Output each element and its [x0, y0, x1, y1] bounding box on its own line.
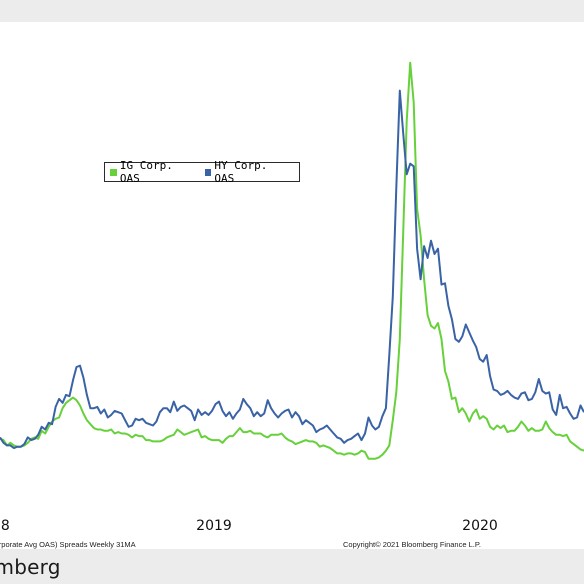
legend-label-ig: IG Corp. OAS	[119, 159, 173, 185]
legend-swatch-hy	[204, 168, 212, 176]
chart-legend: IG Corp. OAS HY Corp. OAS	[104, 159, 300, 185]
series-line-hy	[0, 89, 584, 450]
source-note: (Bloomberg Barclays US Agg Corporate Avg…	[0, 540, 136, 549]
x-tick-label: 2019	[196, 518, 232, 534]
legend-item-hy: HY Corp. OAS	[204, 159, 293, 185]
chart-panel: IG Corp. OAS HY Corp. OAS 2018 2019 2020…	[0, 22, 584, 549]
bloomberg-logo: Bloomberg	[0, 555, 60, 579]
line-chart	[0, 61, 584, 460]
legend-label-hy: HY Corp. OAS	[214, 159, 268, 185]
copyright-note: Copyright© 2021 Bloomberg Finance L.P.	[343, 540, 481, 549]
legend-item-ig: IG Corp. OAS	[110, 159, 198, 185]
x-tick-label: 2020	[462, 518, 498, 534]
legend-swatch-ig	[110, 168, 117, 176]
x-tick-label: 2018	[0, 518, 10, 534]
series-line-ig	[0, 61, 584, 460]
